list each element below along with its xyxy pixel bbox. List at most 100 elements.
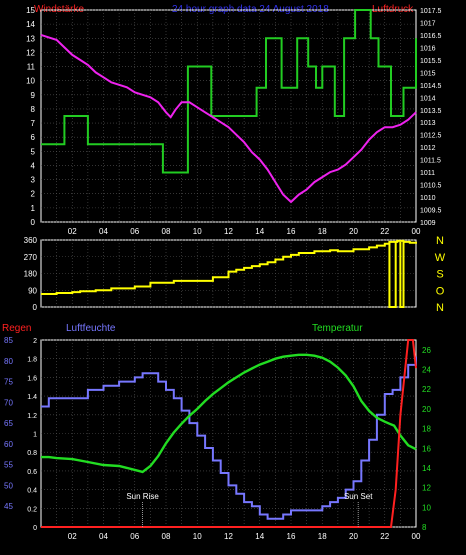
humidity-y-tick-label: 70	[4, 398, 13, 407]
rain-humidity-temp-x-tick-label: 02	[68, 532, 77, 541]
rain-y-tick-label: 2	[33, 338, 37, 345]
rain-humidity-temp-x-tick-label: 04	[99, 532, 108, 541]
rain-humidity-temp-x-tick-label: 22	[380, 532, 389, 541]
compass-tick-label: N	[436, 235, 444, 247]
pressure-y-tick-label: 1014	[420, 95, 436, 102]
direction-y-tick-label: 180	[24, 270, 38, 279]
wind-pressure-x-tick-label: 20	[349, 227, 358, 236]
rain-humidity-temp-x-tick-label: 00	[412, 532, 421, 541]
temperature-y-tick-label: 14	[422, 464, 431, 473]
wind-y-tick-label: 6	[31, 133, 36, 142]
wind-y-tick-label: 5	[31, 147, 36, 156]
temperature-y-tick-label: 16	[422, 444, 431, 453]
pressure-y-tick-label: 1011	[420, 170, 435, 177]
rain-label: Regen	[2, 323, 31, 334]
rain-humidity-temp-x-tick-label: 20	[349, 532, 358, 541]
rain-y-tick-label: 0	[33, 525, 37, 532]
rain-humidity-temp-x-tick-label: 12	[224, 532, 233, 541]
rain-humidity-temp-x-tick-label: 18	[318, 532, 327, 541]
compass-tick-label: S	[436, 269, 443, 281]
sun-annotation-label: Sun Set	[344, 492, 373, 501]
wind-y-tick-label: 15	[26, 6, 35, 15]
wind-pressure-x-tick-label: 02	[68, 227, 77, 236]
temperature-y-tick-label: 22	[422, 385, 431, 394]
rain-y-tick-label: 0.6	[27, 469, 37, 476]
wind-y-tick-label: 11	[27, 63, 36, 72]
temperature-y-tick-label: 12	[422, 484, 431, 493]
direction-y-tick-label: 360	[24, 236, 38, 245]
wind-pressure-x-tick-label: 12	[224, 227, 233, 236]
compass-tick-label: O	[436, 285, 445, 297]
temperature-y-tick-label: 26	[422, 346, 431, 355]
temperature-y-tick-label: 24	[422, 366, 431, 375]
wind-direction-series-line	[41, 239, 417, 295]
wind-pressure-x-tick-label: 14	[255, 227, 264, 236]
rain-y-tick-label: 1.2	[27, 413, 37, 420]
temperature-y-tick-label: 20	[422, 405, 431, 414]
wind-y-tick-label: 9	[31, 91, 36, 100]
rain-y-tick-label: 1.4	[27, 394, 37, 401]
temperature-y-tick-label: 10	[422, 503, 431, 512]
direction-y-tick-label: 0	[33, 303, 38, 312]
wind-y-tick-label: 7	[31, 119, 36, 128]
pressure-y-tick-label: 1016	[420, 45, 436, 52]
humidity-y-tick-label: 85	[4, 336, 13, 345]
compass-tick-label: N	[436, 302, 444, 314]
wind-pressure-x-tick-label: 06	[130, 227, 139, 236]
rain-series-line	[41, 339, 417, 528]
pressure-y-tick-label: 1009.5	[420, 208, 442, 215]
wind-y-tick-label: 0	[31, 218, 36, 227]
pressure-y-tick-label: 1014.5	[420, 83, 442, 90]
direction-y-tick-label: 270	[24, 253, 38, 262]
compass-tick-label: W	[435, 252, 446, 264]
wind-direction-dropout	[388, 241, 397, 308]
rain-y-tick-label: 0.4	[27, 488, 37, 495]
rain-humidity-temp-x-tick-label: 06	[130, 532, 139, 541]
pressure-y-tick-label: 1013	[420, 120, 436, 127]
pressure-y-tick-label: 1010.5	[420, 183, 442, 190]
wind-y-tick-label: 13	[26, 34, 35, 43]
rain-humidity-temp-x-tick-label: 16	[287, 532, 296, 541]
temperature-y-tick-label: 18	[422, 425, 431, 434]
temperature-y-tick-label: 8	[422, 523, 427, 532]
wind-y-tick-label: 8	[31, 105, 36, 114]
rain-y-tick-label: 1.6	[27, 375, 37, 382]
wind-y-tick-label: 12	[26, 48, 35, 57]
wind-pressure-x-tick-label: 08	[162, 227, 171, 236]
wind-pressure-x-tick-label: 18	[318, 227, 327, 236]
rain-y-tick-label: 1	[33, 432, 37, 439]
rain-y-tick-label: 1.8	[27, 357, 37, 364]
rain-y-tick-label: 0.8	[27, 450, 37, 457]
wind-pressure-x-tick-label: 00	[412, 227, 421, 236]
pressure-y-tick-label: 1012	[420, 145, 436, 152]
pressure-series-line	[40, 33, 417, 204]
wind-pressure-x-tick-label: 10	[193, 227, 202, 236]
rain-humidity-temp-x-tick-label: 08	[162, 532, 171, 541]
direction-y-tick-label: 90	[28, 286, 37, 295]
wind-y-tick-label: 2	[31, 190, 36, 199]
pressure-y-tick-label: 1011.5	[420, 158, 441, 165]
rain-y-tick-label: 0.2	[27, 506, 37, 513]
pressure-y-tick-label: 1012.5	[420, 133, 442, 140]
humidity-y-tick-label: 65	[4, 419, 13, 428]
wind-y-tick-label: 10	[26, 77, 35, 86]
pressure-y-tick-label: 1016.5	[420, 33, 442, 40]
humidity-y-tick-label: 80	[4, 357, 13, 366]
pressure-y-tick-label: 1009	[420, 220, 436, 227]
temperature-label: Temperatur	[312, 323, 363, 334]
wind-pressure-panel: 02 04 06 08 10 12 14 16 18 20 22 000123456789101112…	[26, 6, 441, 236]
humidity-y-tick-label: 75	[4, 378, 13, 387]
wind-y-tick-label: 4	[31, 161, 36, 170]
humidity-label: Luftfeuchte	[66, 323, 116, 334]
wind-pressure-x-tick-label: 04	[99, 227, 108, 236]
pressure-y-tick-label: 1017	[420, 20, 436, 27]
humidity-series-line	[41, 356, 417, 520]
pressure-y-tick-label: 1010	[420, 195, 436, 202]
wind-y-tick-label: 1	[31, 204, 36, 213]
temperature-series-line	[41, 353, 417, 474]
humidity-y-tick-label: 55	[4, 461, 13, 470]
rain-humidity-temp-x-tick-label: 10	[193, 532, 202, 541]
sun-annotation-label: Sun Rise	[126, 492, 159, 501]
